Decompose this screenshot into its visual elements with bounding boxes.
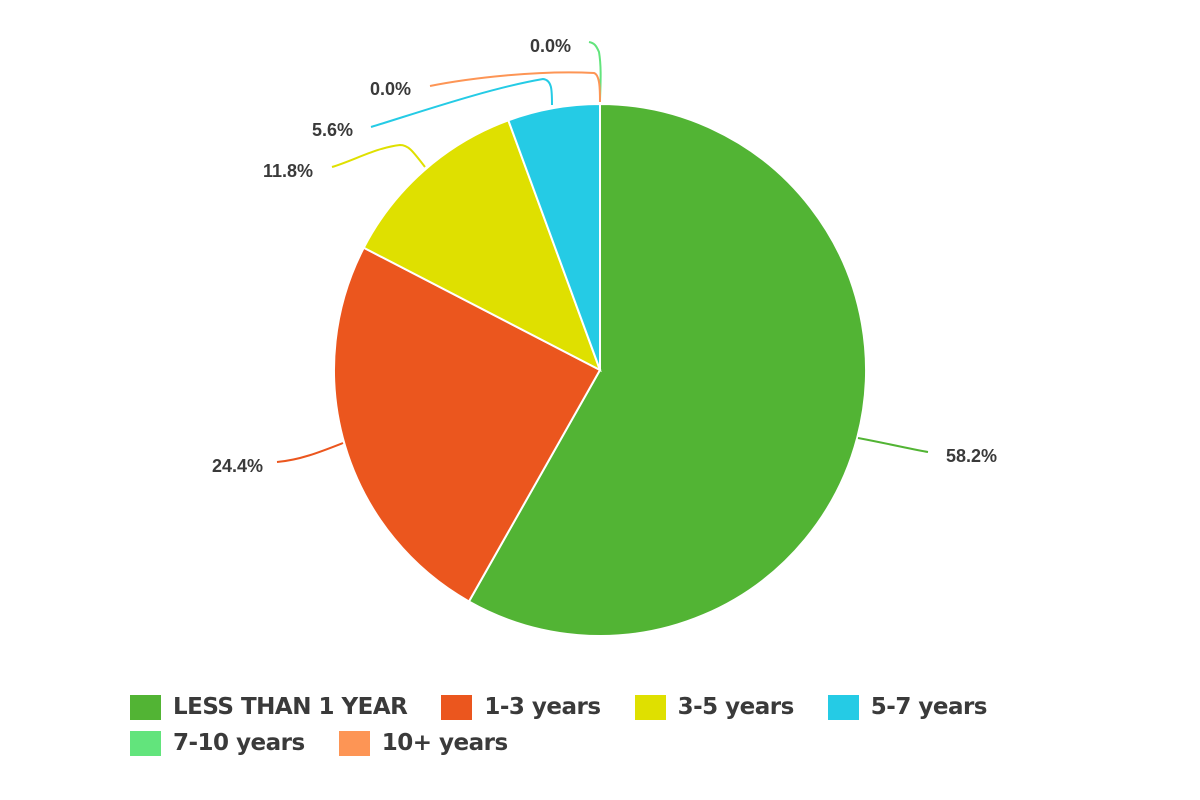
legend-swatch	[634, 694, 666, 720]
leader-line-10-years	[429, 71, 601, 103]
legend-swatch	[827, 694, 859, 720]
legend-label: 3-5 years	[677, 694, 795, 720]
legend-swatch	[338, 730, 370, 756]
legend-label: 10+ years	[381, 730, 508, 756]
legend-item-less-than-1-year[interactable]: LESS THAN 1 YEAR	[130, 692, 408, 722]
legend-swatch	[441, 694, 473, 720]
legend-item-5-7-years[interactable]: 5-7 years	[827, 692, 988, 722]
data-label-10-years: 0.0%	[370, 79, 411, 99]
data-labels: 58.2% 24.4% 11.8% 5.6% 0.0% 0.0%	[212, 36, 997, 476]
leader-line-less-than-1-year	[857, 437, 929, 453]
pie-slice-5-7-years	[507, 102, 601, 371]
legend-swatch	[130, 694, 161, 720]
pie-slice-3-5-years	[362, 119, 602, 373]
data-label-3-5-years: 11.8%	[263, 161, 313, 181]
legend-label: 7-10 years	[173, 730, 305, 756]
leader-line-3-5-years	[331, 143, 426, 168]
pie-slice-less-than-1-year	[467, 102, 867, 637]
label-leader-lines	[276, 41, 929, 463]
data-label-1-3-years: 24.4%	[212, 456, 263, 476]
leader-line-5-7-years	[370, 77, 553, 128]
legend-label: 1-3 years	[484, 694, 601, 720]
pie-chart: 58.2% 24.4% 11.8% 5.6% 0.0% 0.0%	[212, 36, 997, 637]
legend-item-10-years[interactable]: 10+ years	[338, 728, 508, 758]
legend-swatch	[130, 730, 161, 756]
data-label-7-10-years: 0.0%	[530, 36, 571, 56]
legend-label: 5-7 years	[870, 694, 988, 720]
legend-item-3-5-years[interactable]: 3-5 years	[634, 692, 795, 722]
legend-label: LESS THAN 1 YEAR	[173, 694, 408, 720]
pie-slices	[333, 102, 867, 637]
data-label-5-7-years: 5.6%	[312, 120, 353, 140]
legend-item-1-3-years[interactable]: 1-3 years	[441, 692, 601, 722]
legend-item-7-10-years[interactable]: 7-10 years	[130, 728, 305, 758]
legend: LESS THAN 1 YEAR 1-3 years 3-5 years 5-7 ye…	[130, 692, 1120, 758]
data-label-less-than-1-year: 58.2%	[946, 446, 997, 466]
leader-line-1-3-years	[276, 442, 344, 463]
